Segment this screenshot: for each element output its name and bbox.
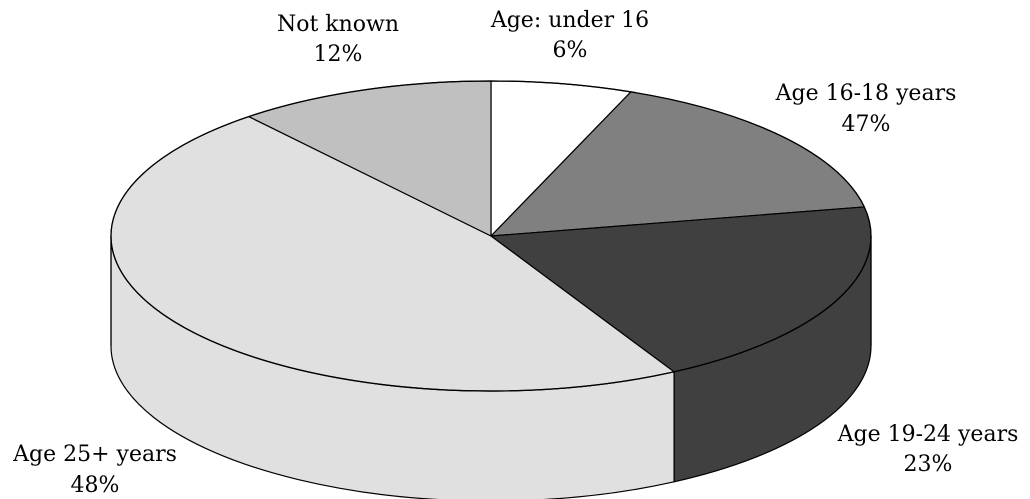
slice-percent-3: 23%: [904, 452, 953, 477]
slice-label-1: Age: under 16: [490, 8, 649, 33]
pie-edge-layer: [110, 80, 872, 392]
slice-percent-2: 47%: [842, 112, 891, 137]
slice-percent-5: 12%: [314, 42, 363, 67]
slice-percent-1: 6%: [553, 38, 588, 63]
slice-label-2: Age 16-18 years: [775, 81, 957, 106]
pie-top-layer: [110, 80, 872, 392]
slice-label-5: Not known: [277, 12, 399, 37]
slice-percent-4: 48%: [71, 473, 120, 498]
slice-label-4: Age 25+ years: [12, 442, 177, 467]
slice-label-3: Age 19-24 years: [837, 422, 1019, 447]
pie-label-layer: Age: under 16 6% Age 16-18 years 47% Age 19-…: [12, 8, 1018, 498]
